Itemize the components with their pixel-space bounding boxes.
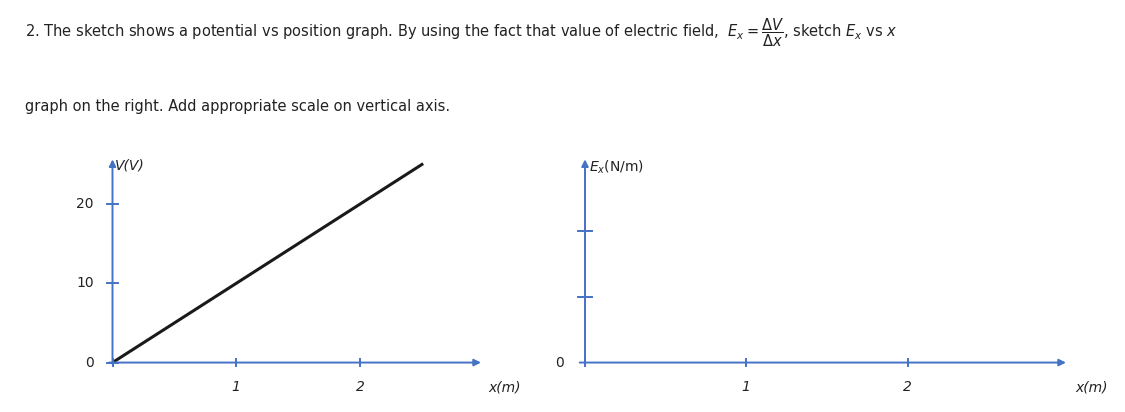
Text: 10: 10 xyxy=(76,276,94,290)
Text: $E_x$(N/m): $E_x$(N/m) xyxy=(588,159,643,176)
Text: 20: 20 xyxy=(76,197,94,211)
Text: 0: 0 xyxy=(86,356,94,370)
Text: 2. The sketch shows a potential vs position graph. By using the fact that value : 2. The sketch shows a potential vs posit… xyxy=(25,16,897,49)
Text: x(m): x(m) xyxy=(1076,380,1108,394)
Text: x(m): x(m) xyxy=(488,380,521,394)
Text: 2: 2 xyxy=(903,380,912,394)
Text: 1: 1 xyxy=(232,380,241,394)
Text: 0: 0 xyxy=(556,356,564,370)
Text: graph on the right. Add appropriate scale on vertical axis.: graph on the right. Add appropriate scal… xyxy=(25,99,450,114)
Text: 2: 2 xyxy=(356,380,364,394)
Text: V(V): V(V) xyxy=(115,159,145,173)
Text: 1: 1 xyxy=(741,380,750,394)
